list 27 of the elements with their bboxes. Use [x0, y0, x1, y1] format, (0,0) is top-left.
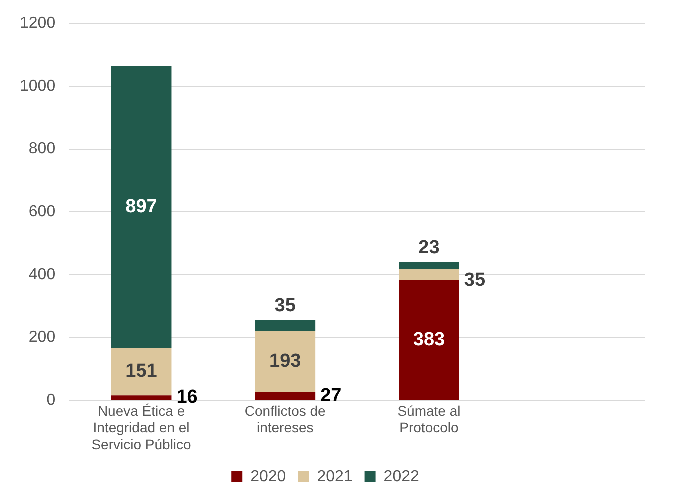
y-tick-label: 200	[28, 329, 56, 346]
data-label: 193	[270, 351, 302, 372]
bar	[255, 320, 316, 332]
y-tick-label: 600	[28, 204, 56, 221]
bar	[255, 331, 316, 392]
bar	[399, 269, 460, 280]
y-tick-label: 800	[28, 140, 56, 158]
legend-label: 2020	[250, 468, 286, 486]
data-label: 383	[413, 329, 446, 350]
data-label: 897	[126, 196, 158, 218]
bar	[111, 348, 172, 396]
y-tick-label: 400	[28, 266, 56, 284]
legend-label: 2022	[384, 468, 420, 486]
data-label: 35	[274, 296, 296, 317]
y-tick-label: 1000	[20, 78, 56, 95]
data-label: 151	[126, 361, 158, 382]
legend-label: 2021	[317, 468, 353, 486]
bar	[399, 262, 460, 270]
y-tick-label: 1200	[20, 15, 56, 32]
data-label: 23	[418, 237, 440, 258]
y-tick-label: 0	[46, 392, 56, 410]
bar	[111, 66, 172, 348]
bar	[255, 392, 316, 400]
data-label: 35	[464, 270, 486, 292]
bar	[399, 280, 460, 400]
bar	[111, 396, 172, 400]
x-tick-label: Súmate al Protocolo	[398, 402, 461, 436]
